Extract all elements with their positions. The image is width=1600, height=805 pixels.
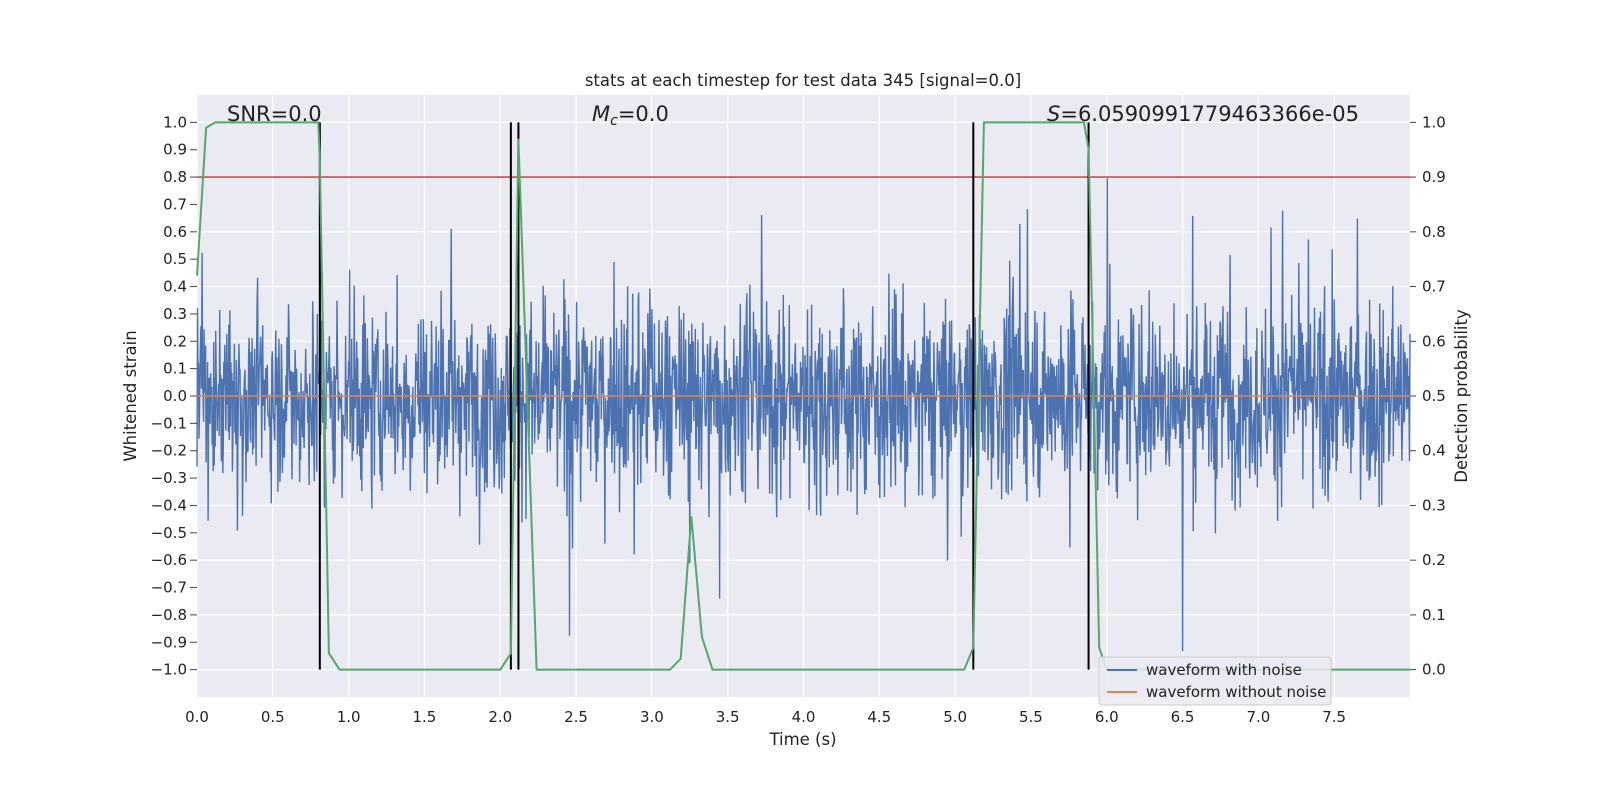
y-right-tick-label: 0.9: [1422, 168, 1446, 186]
chirp-mass-subscript: c: [610, 113, 618, 129]
x-axis-label: Time (s): [768, 730, 836, 749]
y-right-tick-label: 0.2: [1422, 551, 1446, 569]
y-right-tick-label: 0.1: [1422, 606, 1446, 624]
y-right-tick-label: 1.0: [1422, 113, 1446, 131]
chart-title: stats at each timestep for test data 345…: [585, 71, 1021, 90]
y-left-tick-label: −0.5: [151, 524, 187, 542]
y-right-tick-label: 0.4: [1422, 442, 1446, 460]
y-left-tick-label: 1.0: [163, 113, 187, 131]
chirp-mass-value: =0.0: [618, 102, 669, 126]
x-tick-label: 5.0: [943, 708, 967, 726]
y-left-tick-label: −0.6: [151, 551, 187, 569]
x-tick-label: 5.5: [1019, 708, 1043, 726]
detection-probability-line: [196, 121, 1410, 671]
y-left-tick-label: 0.4: [163, 278, 187, 296]
y-right-tick-label: 0.8: [1422, 223, 1446, 241]
overlay-lines: [196, 121, 1410, 671]
y-left-tick-label: 0.1: [163, 360, 187, 378]
x-tick-label: 0.0: [185, 708, 209, 726]
y-axis-left-label: Whitened strain: [121, 330, 140, 461]
y-left-tick-label: −1.0: [151, 661, 187, 679]
y-left-tick-label: −0.4: [151, 496, 187, 514]
y-right-tick-label: 0.3: [1422, 496, 1446, 514]
x-tick-label: 2.0: [488, 708, 512, 726]
legend: waveform with noise waveform without noi…: [1098, 656, 1332, 706]
x-tick-label: 7.0: [1246, 708, 1270, 726]
x-tick-label: 7.5: [1322, 708, 1346, 726]
y-right-tick-label: 0.5: [1422, 387, 1446, 405]
y-left-tick-label: −0.8: [151, 606, 187, 624]
snr-annotation: SNR=0.0: [227, 102, 322, 126]
x-tick-label: 0.5: [261, 708, 285, 726]
x-tick-label: 4.5: [867, 708, 891, 726]
y-axis-left-ticks: 1.0 0.9 0.8 0.7 0.6 0.5 0.4 0.3 0.2 0.1 0.0 −0.1 −0.…: [151, 113, 197, 679]
x-tick-label: 1.0: [337, 708, 361, 726]
s-statistic-annotation: S=6.0590991779463366e-05: [1047, 102, 1359, 126]
y-left-tick-label: 0.8: [163, 168, 187, 186]
y-left-tick-label: −0.1: [151, 414, 187, 432]
y-left-tick-label: 0.9: [163, 141, 187, 159]
y-left-tick-label: −0.9: [151, 633, 187, 651]
waveform-with-noise-series: [196, 178, 1411, 652]
x-tick-label: 1.5: [413, 708, 437, 726]
y-left-tick-label: −0.7: [151, 579, 187, 597]
y-left-tick-label: 0.7: [163, 195, 187, 213]
waveform-with-noise-line: [196, 178, 1411, 652]
y-right-tick-label: 0.0: [1422, 661, 1446, 679]
y-left-tick-label: 0.2: [163, 332, 187, 350]
y-left-tick-label: 0.5: [163, 250, 187, 268]
y-left-tick-label: 0.6: [163, 223, 187, 241]
x-tick-label: 3.0: [640, 708, 664, 726]
s-statistic-symbol: S: [1047, 102, 1060, 126]
legend-label-without-noise: waveform without noise: [1146, 683, 1326, 701]
x-tick-label: 3.5: [716, 708, 740, 726]
x-tick-label: 6.0: [1095, 708, 1119, 726]
x-tick-label: 4.0: [792, 708, 816, 726]
x-tick-label: 2.5: [564, 708, 588, 726]
x-axis-ticks: 0.0 0.5 1.0 1.5 2.0 2.5 3.0 3.5 4.0 4.5 5.0 5.5 6.0 6…: [185, 708, 1346, 726]
y-left-tick-label: 0.3: [163, 305, 187, 323]
y-axis-right-ticks: 1.0 0.9 0.8 0.7 0.6 0.5 0.4 0.3 0.2 0.1 0.0: [1410, 113, 1446, 679]
x-tick-label: 6.5: [1171, 708, 1195, 726]
y-left-tick-label: −0.2: [151, 442, 187, 460]
y-left-tick-label: −0.3: [151, 469, 187, 487]
y-left-tick-label: 0.0: [163, 387, 187, 405]
chirp-mass-annotation: Mc=0.0: [592, 102, 669, 129]
y-right-tick-label: 0.7: [1422, 278, 1446, 296]
y-axis-right-label: Detection probability: [1452, 309, 1471, 483]
legend-label-with-noise: waveform with noise: [1146, 661, 1302, 679]
legend-box: [1098, 656, 1332, 706]
chirp-mass-symbol: M: [592, 102, 610, 126]
y-right-tick-label: 0.6: [1422, 332, 1446, 350]
s-statistic-value: =6.0590991779463366e-05: [1060, 102, 1359, 126]
